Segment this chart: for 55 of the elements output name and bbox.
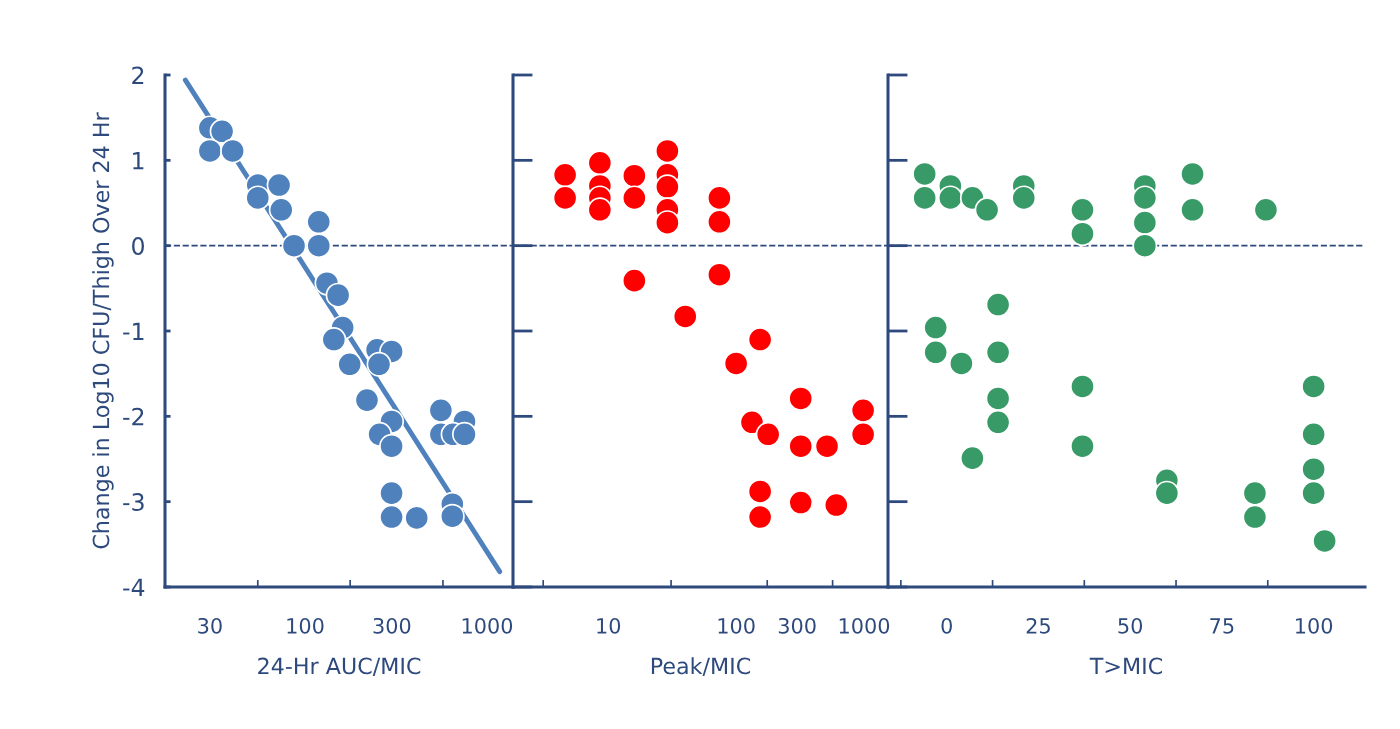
y-tick-label: 1 (133, 152, 144, 170)
point (937, 185, 963, 211)
point (923, 315, 949, 341)
point (985, 292, 1011, 318)
x-tick-label: 1000 (839, 617, 890, 634)
x-tick-label: 100 (1296, 617, 1333, 634)
point (985, 409, 1011, 435)
y-tick-label: 0 (132, 237, 144, 255)
x-tick-label: 75 (1210, 618, 1234, 634)
point (1132, 210, 1158, 236)
y-tick-label: -1 (123, 322, 144, 340)
x-tick-label: 10 (597, 617, 621, 634)
x-tick-label: 100 (287, 617, 324, 634)
point (1070, 221, 1095, 247)
y-tick-label: -4 (123, 578, 145, 596)
point (1132, 185, 1158, 211)
x-tick-label: 0 (941, 617, 952, 634)
point (1301, 480, 1327, 506)
point (1180, 197, 1206, 223)
point (974, 197, 1000, 223)
x-tick-label: 100 (718, 617, 755, 634)
point (1070, 197, 1095, 223)
point (1242, 480, 1268, 506)
x-tick-label: 1000 (462, 617, 513, 634)
x-tick-label: 25 (1026, 617, 1050, 634)
point (1132, 233, 1158, 259)
x-tick-label: 50 (1118, 617, 1143, 634)
x-axis-title: Peak/MIC (651, 657, 751, 677)
y-tick-label: -3 (123, 493, 144, 511)
point (1301, 421, 1327, 447)
x-tick-label: 300 (778, 617, 816, 634)
point (1070, 433, 1095, 459)
y-tick-label: -2 (123, 407, 144, 426)
x-tick-label: 30 (198, 617, 222, 634)
point (923, 339, 949, 365)
point (1301, 374, 1327, 399)
x-tick-label: 300 (373, 617, 411, 634)
point (1312, 528, 1338, 554)
point (912, 161, 938, 187)
x-axis-title: 24-Hr AUC/MIC (258, 657, 421, 677)
point (1301, 456, 1327, 482)
point (912, 185, 938, 211)
point (1242, 504, 1268, 530)
point (985, 339, 1011, 365)
x-axis-title: T>MIC (1089, 657, 1163, 675)
point (1253, 197, 1279, 223)
y-tick-label: 2 (132, 66, 144, 84)
point (948, 350, 974, 376)
point (1154, 480, 1180, 506)
point (1180, 161, 1206, 187)
point (985, 385, 1011, 411)
point (1011, 185, 1037, 211)
point (959, 445, 985, 471)
point (1070, 374, 1095, 399)
y-axis-title: Change in Log10 CFU/Thigh Over 24 Hr (92, 112, 114, 549)
